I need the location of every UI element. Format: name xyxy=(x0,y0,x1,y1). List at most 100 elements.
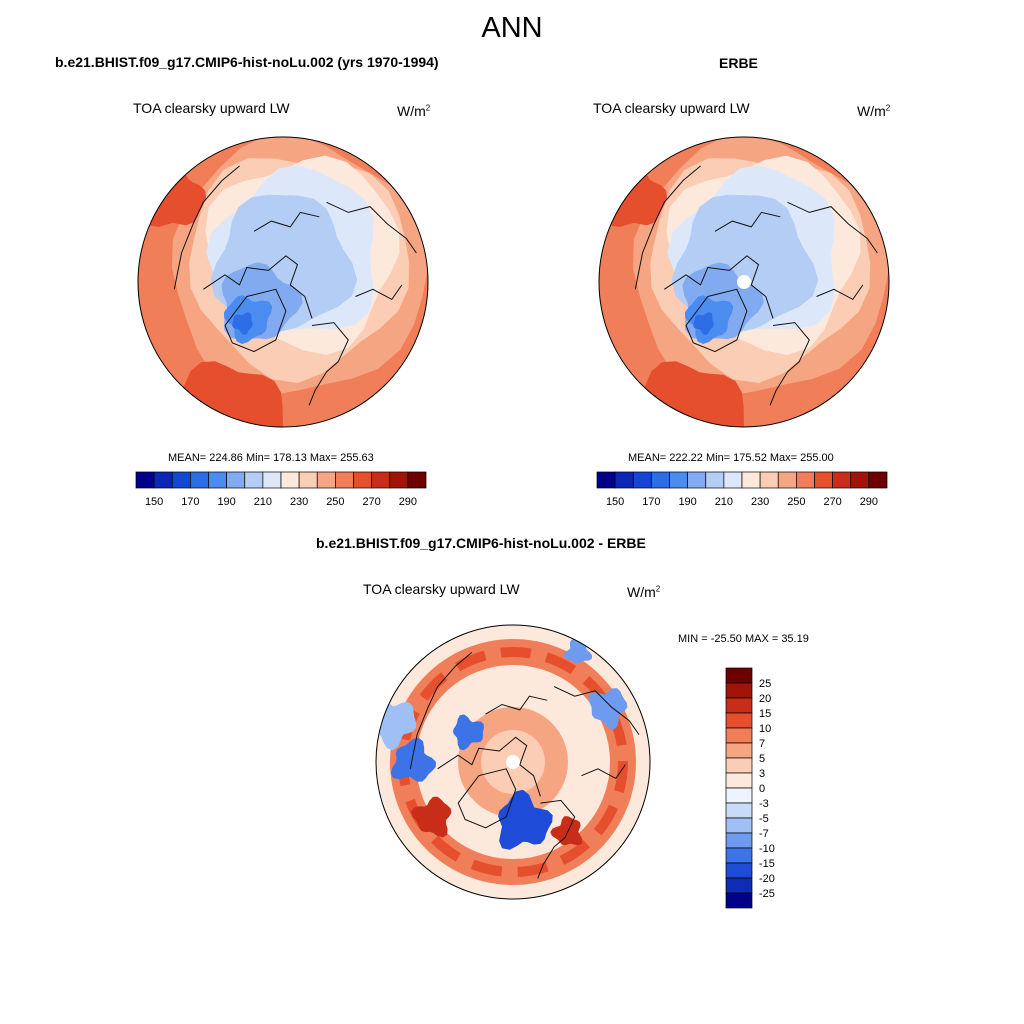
panel-a-colorbar-swatch xyxy=(353,471,372,489)
panel-c-colorbar-swatch xyxy=(725,877,753,894)
panel-a-colorbar-swatch xyxy=(371,471,391,489)
panel-a-polar-map xyxy=(137,136,429,428)
panel-c-contour-region xyxy=(452,714,484,751)
panel-a-colorbar-tick-label: 170 xyxy=(181,496,199,508)
panel-a-units-label: W/m2 xyxy=(397,103,431,119)
panel-a-contour-region xyxy=(232,312,253,335)
panel-c-colorbar-swatch xyxy=(725,772,753,789)
panel-a-colorbar-swatch xyxy=(208,471,227,489)
panel-c-colorbar-tick-label: 20 xyxy=(759,693,771,705)
panel-c-colorbar-swatch xyxy=(725,832,753,849)
panel-b-colorbar-tick-label: 190 xyxy=(678,496,696,508)
panel-c-colorbar-tick-label: 25 xyxy=(759,678,771,690)
panel-c-polar-map xyxy=(375,624,651,900)
panel-b-colorbar-swatch xyxy=(669,471,688,489)
panel-b-colorbar-tick-label: 290 xyxy=(860,496,878,508)
panel-c-units-label: W/m2 xyxy=(627,584,661,600)
panel-a-colorbar-tick-label: 150 xyxy=(145,496,163,508)
panel-a-north-america-coastline xyxy=(173,165,240,290)
panel-a-colorbar-tick-label: 270 xyxy=(362,496,380,508)
panel-b-colorbar-swatch xyxy=(687,471,707,489)
panel-b-colorbar-swatch xyxy=(614,471,634,489)
panel-c-colorbar-swatch xyxy=(725,742,753,759)
panel-a-colorbar-swatch xyxy=(262,471,282,489)
panel-c-colorbar-tick-label: -25 xyxy=(759,888,775,900)
panel-c-colorbar-swatch xyxy=(725,862,753,879)
panel-b-colorbar-swatch xyxy=(814,471,833,489)
panel-c-colorbar-swatch xyxy=(725,847,753,864)
panel-c-contour-region xyxy=(411,796,452,838)
panel-b-colorbar-swatch xyxy=(596,471,616,489)
panel-b-contour-region xyxy=(693,312,714,335)
panel-c-colorbar-tick-label: -7 xyxy=(759,828,769,840)
panel-b-colorbar-swatch xyxy=(868,471,888,489)
panel-b-colorbar-swatch xyxy=(723,471,743,489)
panel-a-siberia-coastline xyxy=(326,201,417,254)
panel-b-colorbar-tick-label: 250 xyxy=(787,496,805,508)
panel-a-colorbar-swatch xyxy=(335,471,354,489)
panel-a-colorbar-tick-label: 230 xyxy=(290,496,308,508)
panel-c-pole-missing-data xyxy=(506,755,520,769)
panel-c-colorbar-swatch xyxy=(725,757,753,774)
panel-b-siberia-coastline xyxy=(787,201,878,254)
panel-a-colorbar-tick-label: 250 xyxy=(326,496,344,508)
panel-b-colorbar-swatch xyxy=(705,471,725,489)
panel-a-colorbar-swatch xyxy=(135,471,155,489)
panel-b-colorbar-swatch xyxy=(651,471,670,489)
panel-b-colorbar: 150 170 190 210 230 250 270 290 xyxy=(596,471,888,508)
panel-b-case-title: ERBE xyxy=(719,55,758,71)
panel-a-colorbar-swatch xyxy=(389,471,409,489)
panel-a-colorbar: 150 170 190 210 230 250 270 290 xyxy=(135,471,427,508)
panel-c-colorbar-swatch xyxy=(725,682,753,699)
panel-c-colorbar-tick-label: 15 xyxy=(759,708,771,720)
panel-a-colorbar-swatch xyxy=(316,471,336,489)
panel-b-colorbar-swatch xyxy=(632,471,652,489)
panel-c-map-boundary xyxy=(375,624,651,900)
panel-c-north-america-coastline xyxy=(409,652,473,769)
panel-b-north-america-coastline xyxy=(634,165,701,290)
panel-a-colorbar-swatch xyxy=(298,471,318,489)
panel-a-colorbar-swatch xyxy=(280,471,300,489)
panel-b-canadian-archipelago-coastline xyxy=(664,255,774,319)
panel-c-case-title: b.e21.BHIST.f09_g17.CMIP6-hist-noLu.002 … xyxy=(316,535,646,551)
panel-b-colorbar-tick-label: 150 xyxy=(606,496,624,508)
panel-a-colorbar-swatch xyxy=(153,471,173,489)
panel-b-colorbar-swatch xyxy=(741,471,761,489)
panel-c-colorbar-tick-label: 10 xyxy=(759,723,771,735)
panel-b-pole-missing-data xyxy=(737,275,751,289)
panel-b-colorbar-tick-label: 210 xyxy=(715,496,733,508)
panel-c-siberia-coastline xyxy=(553,686,640,735)
panel-a-colorbar-tick-label: 210 xyxy=(254,496,272,508)
panel-a-colorbar-tick-label: 290 xyxy=(399,496,417,508)
panel-c-scandinavia-coastline xyxy=(537,799,576,879)
panel-a-scandinavia-coastline xyxy=(308,322,349,406)
panel-a-canadian-archipelago-coastline xyxy=(203,255,313,319)
panel-b-polar-map xyxy=(598,136,890,428)
panel-c-canadian-archipelago-coastline xyxy=(437,736,541,797)
panel-c-contour-region xyxy=(390,737,436,782)
panel-b-colorbar-swatch xyxy=(832,471,852,489)
main-title: ANN xyxy=(481,12,543,44)
panel-c-colorbar-swatch xyxy=(725,727,753,744)
panel-a-greenland-coastline xyxy=(224,288,287,353)
panel-a-colorbar-swatch xyxy=(407,471,427,489)
panel-b-greenland-coastline xyxy=(685,288,748,353)
panel-c-colorbar-swatch xyxy=(725,892,753,909)
panel-b-scandinavia-coastline xyxy=(769,322,810,406)
panel-c-colorbar-tick-label: -3 xyxy=(759,798,769,810)
panel-c-contour-region xyxy=(588,688,628,730)
panel-c-colorbar-swatch xyxy=(725,817,753,834)
panel-a-arctic-russia-coastline xyxy=(253,211,320,232)
panel-a-colorbar-swatch xyxy=(244,471,264,489)
panel-a-colorbar-swatch xyxy=(171,471,191,489)
panel-c-colorbar-tick-label: 5 xyxy=(759,753,765,765)
panel-c-variable-label: TOA clearsky upward LW xyxy=(363,581,520,597)
panel-a-variable-label: TOA clearsky upward LW xyxy=(133,100,290,116)
panel-b-colorbar-tick-label: 230 xyxy=(751,496,769,508)
panel-c-arctic-russia-coastline xyxy=(485,695,548,715)
panel-c-colorbar-tick-label: -5 xyxy=(759,813,769,825)
panel-a-colorbar-swatch xyxy=(190,471,209,489)
panel-c-colorbar-swatch xyxy=(725,667,753,684)
panel-c-colorbar-swatch xyxy=(725,802,753,819)
panel-b-colorbar-tick-label: 170 xyxy=(642,496,660,508)
